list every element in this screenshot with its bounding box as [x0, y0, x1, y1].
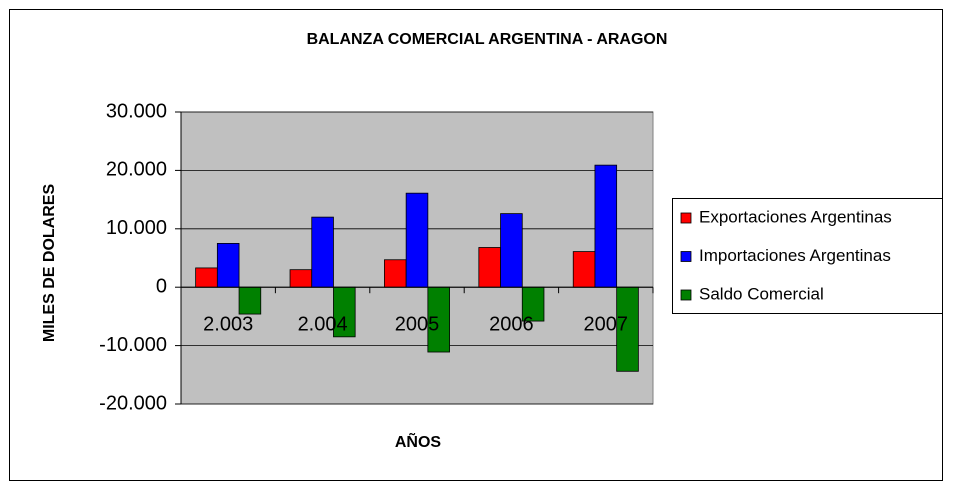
bar [216, 242, 240, 288]
legend-swatch [680, 289, 692, 301]
bar [195, 267, 218, 288]
y-tick-label: 20.000 [106, 159, 167, 181]
chart-title: BALANZA COMERCIAL ARGENTINA - ARAGON [307, 31, 668, 48]
bar [238, 286, 262, 315]
legend-box [672, 198, 943, 314]
x-tick-label: 2005 [395, 313, 440, 335]
y-tick-label: -20.000 [99, 392, 167, 414]
bar [311, 216, 334, 288]
y-tick-label: 10.000 [106, 217, 167, 239]
x-tick-label: 2006 [489, 313, 534, 335]
x-tick-label: 2007 [584, 313, 629, 335]
legend-label: Importaciones Argentinas [699, 246, 891, 265]
bar [289, 269, 313, 288]
x-axis-title: AÑOS [395, 431, 442, 451]
bar [572, 251, 596, 288]
legend-swatch [680, 212, 692, 224]
bar [594, 164, 618, 288]
bar [478, 247, 501, 288]
bar [405, 192, 429, 288]
x-tick-label: 2.004 [298, 313, 348, 335]
legend-swatch [680, 251, 692, 262]
y-axis-title-group: MILES DE DOLARES [41, 184, 58, 343]
legend-label: Exportaciones Argentinas [699, 207, 892, 226]
bar [384, 259, 407, 288]
y-tick-label: -10.000 [99, 334, 167, 356]
bar [500, 213, 523, 288]
y-axis-title: MILES DE DOLARES [41, 184, 58, 343]
y-tick-label: 30.000 [106, 100, 167, 122]
legend-label: Saldo Comercial [699, 284, 824, 303]
x-tick-label: 2.003 [203, 313, 253, 335]
y-tick-label: 0 [156, 275, 167, 297]
